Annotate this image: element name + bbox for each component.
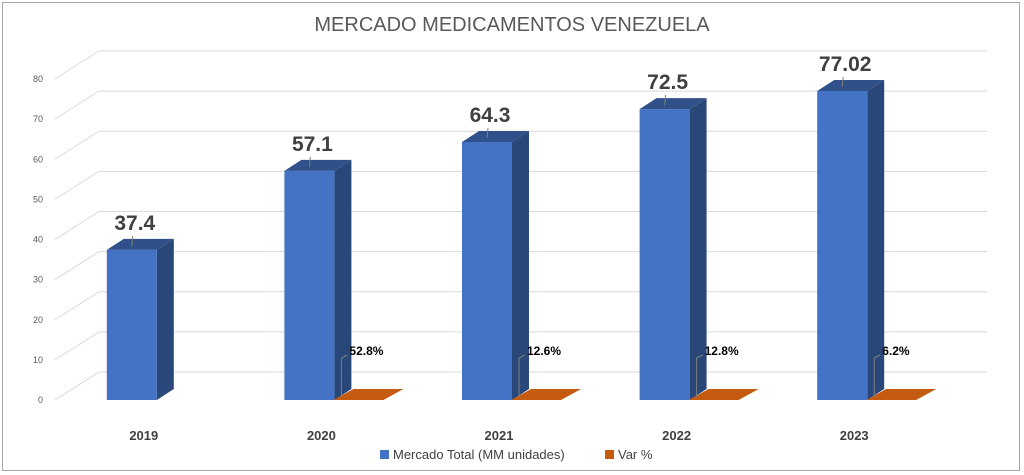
bar-top (639, 98, 707, 110)
data-label-var: 12.6% (527, 344, 561, 358)
legend-label-mercado-total: Mercado Total (MM unidades) (393, 447, 565, 462)
bar-top (284, 159, 352, 171)
bar-mercado-total (106, 238, 174, 400)
label-leader (841, 76, 844, 88)
data-label-mercado-total: 77.02 (819, 53, 872, 76)
bar-mercado-total (284, 159, 352, 400)
legend: Mercado Total (MM unidades) Var % (380, 447, 653, 462)
label-leader (873, 354, 881, 359)
bar-var-top (511, 389, 581, 400)
bar-front (106, 249, 157, 400)
bar-side (156, 238, 174, 400)
data-labels: 37.4 57.1 52.8% 64.3 12.6% 72.5 12.8% 77.02 6.2% (114, 53, 910, 397)
chart-title: MERCADO MEDICAMENTOS VENEZUELA (314, 14, 710, 36)
label-leader (486, 127, 489, 139)
grid-depth-line (54, 371, 100, 401)
bar-top (817, 79, 885, 91)
label-leader (518, 354, 526, 359)
data-label-var: 52.8% (349, 344, 383, 358)
bar-var-top (866, 389, 937, 400)
data-label-mercado-total: 72.5 (647, 71, 688, 94)
x-category-label: 2022 (662, 428, 691, 443)
bar-front (817, 90, 868, 401)
bar-var (866, 389, 937, 400)
label-leader (664, 95, 667, 106)
grid-depth-line (54, 251, 100, 281)
y-tick-label: 40 (33, 235, 43, 245)
grid-depth-line (54, 50, 100, 80)
legend-swatch-var (605, 450, 614, 459)
bar-front (639, 109, 690, 400)
grid-depth-line (54, 130, 100, 160)
bar-mercado-total (462, 130, 529, 400)
bar-side (867, 79, 885, 401)
data-label-mercado-total: 37.4 (114, 212, 155, 235)
legend-swatch-mercado-total (380, 450, 389, 459)
label-leader (308, 156, 311, 167)
data-label-mercado-total: 57.1 (292, 133, 333, 156)
y-tick-label: 10 (33, 355, 43, 365)
bar-front (462, 141, 512, 400)
y-tick-label: 20 (33, 315, 43, 325)
bars (106, 79, 937, 401)
bar-side (512, 130, 529, 400)
y-tick-label: 70 (33, 114, 43, 124)
bar-side (334, 159, 352, 400)
y-tick-label: 50 (33, 194, 43, 204)
grid-depth-line (54, 170, 100, 200)
bar-var (688, 389, 759, 400)
legend-label-var: Var % (618, 447, 653, 462)
bar-side (689, 98, 707, 400)
grid-depth-line (54, 90, 100, 120)
y-tick-label: 0 (38, 395, 43, 405)
grid-depth-line (54, 291, 100, 321)
bar-front (284, 170, 335, 400)
bar-mercado-total (817, 79, 885, 401)
bar-mercado-total (639, 98, 707, 400)
bar-var (511, 389, 581, 400)
y-axis-ticks: 0 10 20 30 40 50 60 70 80 (33, 74, 43, 405)
y-tick-label: 80 (33, 74, 43, 84)
data-label-var: 6.2% (882, 344, 910, 358)
y-tick-label: 30 (33, 275, 43, 285)
x-category-label: 2020 (307, 428, 336, 443)
label-leader (696, 354, 703, 359)
x-axis-categories: 2019 2020 2021 2022 2023 (129, 428, 868, 443)
bar-var (333, 389, 404, 400)
label-leader (341, 354, 348, 359)
y-tick-label: 60 (33, 154, 43, 164)
label-leader (131, 235, 134, 246)
bar-var-top (333, 389, 404, 400)
x-category-label: 2021 (485, 428, 514, 443)
x-category-label: 2019 (129, 428, 158, 443)
bar-top (106, 238, 174, 250)
data-label-mercado-total: 64.3 (470, 104, 511, 127)
bar-chart: MERCADO MEDICAMENTOS VENEZUELA 0 10 20 30 40… (33, 14, 987, 462)
bar-top (462, 130, 529, 142)
bar-var-top (688, 389, 759, 400)
grid-depth-line (54, 331, 100, 361)
grid-depth-line (54, 211, 100, 240)
data-label-var: 12.8% (705, 344, 739, 358)
x-category-label: 2023 (840, 428, 869, 443)
